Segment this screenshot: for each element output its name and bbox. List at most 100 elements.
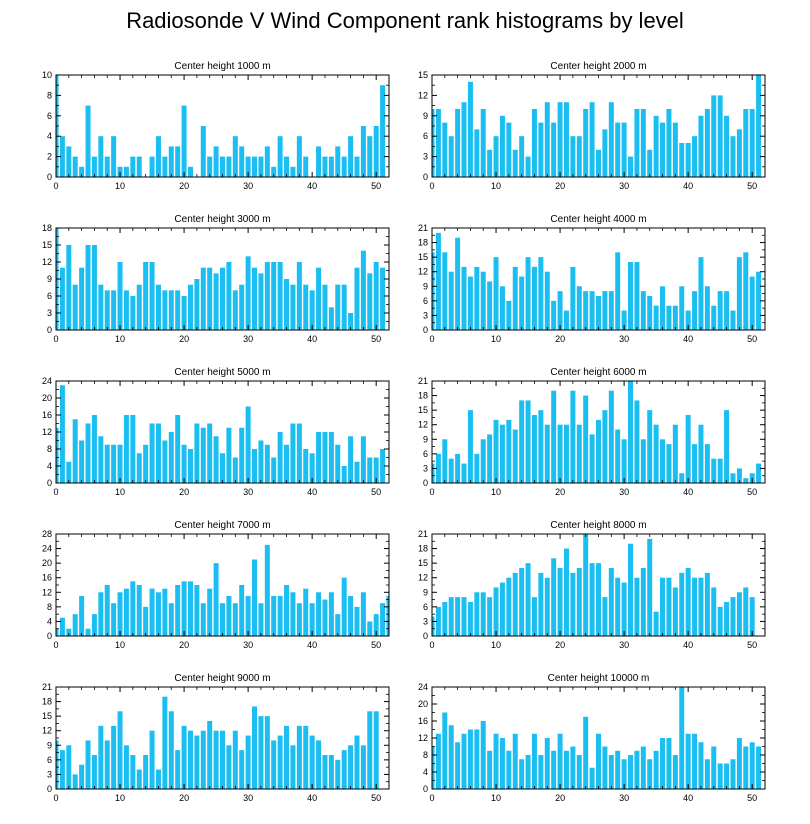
bar xyxy=(252,706,258,789)
x-tick-label: 0 xyxy=(53,487,58,497)
bar xyxy=(672,305,678,330)
bar xyxy=(704,572,710,636)
x-tick-label: 30 xyxy=(619,793,629,803)
y-tick-label: 12 xyxy=(42,726,52,736)
x-tick-label: 50 xyxy=(371,793,381,803)
bar xyxy=(130,415,136,483)
bar xyxy=(506,300,512,330)
bar xyxy=(660,439,666,483)
bar xyxy=(435,606,441,636)
bar xyxy=(583,395,589,483)
bar xyxy=(666,577,672,636)
bar xyxy=(284,156,290,177)
x-tick-label: 30 xyxy=(243,640,253,650)
bar xyxy=(679,572,685,636)
x-tick-label: 20 xyxy=(555,793,565,803)
bar xyxy=(435,109,441,177)
bar xyxy=(596,563,601,636)
bar xyxy=(284,585,290,636)
bar xyxy=(354,735,360,789)
panel-title: Center height 7000 m xyxy=(174,520,270,531)
bar xyxy=(487,281,493,330)
bar xyxy=(79,595,85,636)
bar xyxy=(563,310,569,330)
bar xyxy=(277,735,283,789)
bar xyxy=(341,750,347,789)
bar xyxy=(316,592,322,636)
bar xyxy=(467,81,473,177)
bar xyxy=(563,548,569,636)
bar xyxy=(435,733,441,789)
bar xyxy=(730,473,736,483)
bar xyxy=(448,136,454,177)
bar xyxy=(749,109,755,177)
bar xyxy=(653,750,659,789)
y-tick-label: 12 xyxy=(42,427,52,437)
x-tick-label: 20 xyxy=(179,181,189,191)
bar xyxy=(367,621,373,636)
bar xyxy=(615,429,621,483)
bar xyxy=(162,440,168,483)
bar xyxy=(328,156,334,177)
bar xyxy=(341,156,347,177)
x-tick-label: 40 xyxy=(307,181,317,191)
bar xyxy=(608,568,614,636)
bar xyxy=(493,257,499,330)
bar xyxy=(525,156,531,177)
x-tick-label: 40 xyxy=(683,793,693,803)
bar xyxy=(531,733,537,789)
bar xyxy=(111,444,117,483)
bar xyxy=(252,559,258,636)
bar xyxy=(647,149,653,177)
bar xyxy=(531,266,537,330)
bar xyxy=(117,262,123,330)
bar xyxy=(576,286,582,330)
bar xyxy=(85,245,91,330)
bar xyxy=(487,434,493,483)
bar xyxy=(175,585,181,636)
y-tick-label: 3 xyxy=(47,308,52,318)
bar xyxy=(461,463,467,483)
bar xyxy=(512,266,518,330)
bar xyxy=(704,444,710,483)
y-tick-label: 0 xyxy=(47,325,52,335)
panel-title: Center height 1000 m xyxy=(174,61,270,72)
bar xyxy=(467,276,473,330)
bar xyxy=(258,716,264,789)
bar xyxy=(666,109,672,177)
bar xyxy=(111,290,117,330)
bar xyxy=(335,146,341,177)
y-tick-label: 2 xyxy=(47,152,52,162)
bar xyxy=(239,427,245,483)
bar xyxy=(634,750,640,789)
y-tick-label: 0 xyxy=(47,478,52,488)
bar xyxy=(672,122,678,177)
bar xyxy=(435,232,441,330)
bar xyxy=(602,746,608,789)
bar xyxy=(181,296,187,330)
bar xyxy=(162,156,168,177)
bar xyxy=(538,257,544,330)
bar xyxy=(448,597,454,636)
y-tick-label: 3 xyxy=(47,769,52,779)
bar xyxy=(455,109,461,177)
y-tick-label: 20 xyxy=(42,558,52,568)
bar xyxy=(207,423,213,483)
y-tick-label: 20 xyxy=(42,393,52,403)
bar xyxy=(245,735,251,789)
bar xyxy=(679,473,685,483)
bar xyxy=(213,436,219,483)
bar xyxy=(66,146,72,177)
bar xyxy=(749,742,755,789)
bar xyxy=(98,725,104,789)
y-tick-label: 18 xyxy=(418,544,428,554)
panel-title: Center height 2000 m xyxy=(550,61,646,72)
bar xyxy=(736,738,742,789)
bar xyxy=(551,390,557,483)
page-title: Radiosonde V Wind Component rank histogr… xyxy=(126,8,684,33)
panel-title: Center height 4000 m xyxy=(550,214,646,225)
bar xyxy=(730,310,736,330)
x-tick-label: 0 xyxy=(429,487,434,497)
y-tick-label: 8 xyxy=(47,90,52,100)
bar xyxy=(232,136,238,177)
